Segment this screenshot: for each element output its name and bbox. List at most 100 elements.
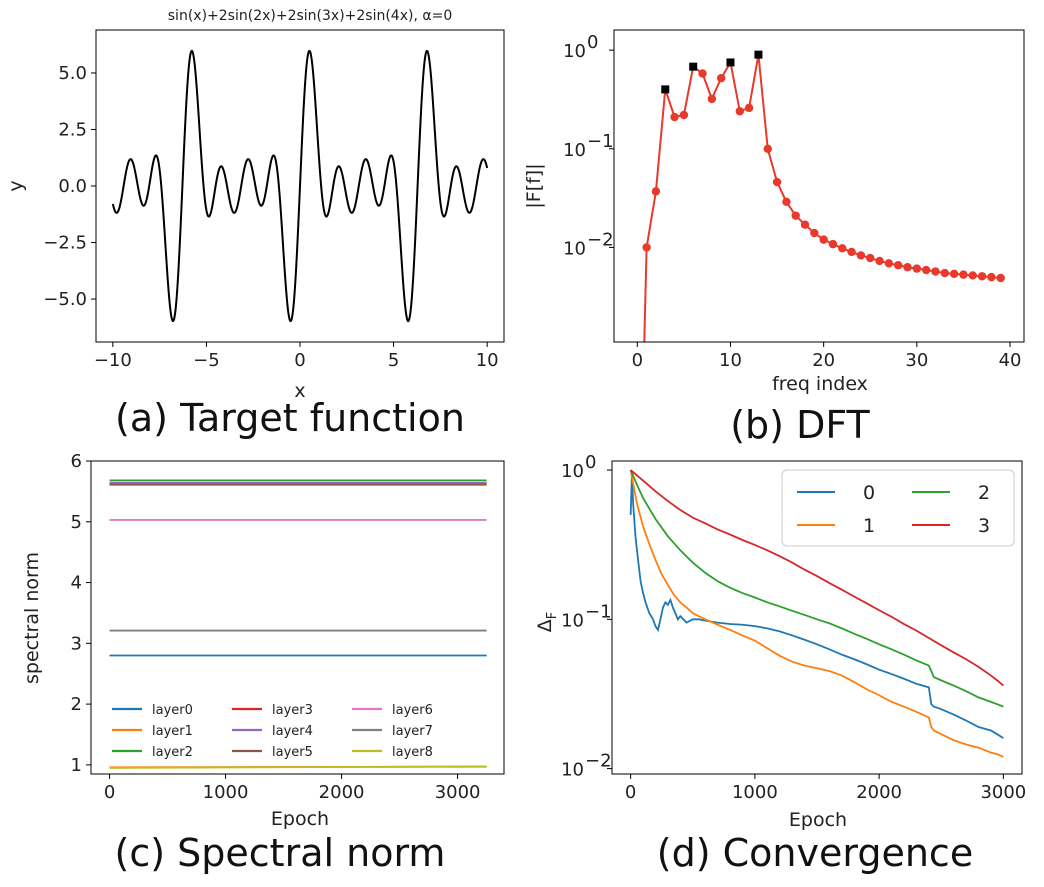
x-tick-label: 2000 bbox=[319, 782, 365, 803]
y-tick-label: 1 bbox=[71, 755, 82, 776]
panel-a-title: sin(x)+2sin(2x)+2sin(3x)+2sin(4x), α=0 bbox=[168, 8, 452, 24]
dft-point bbox=[716, 73, 726, 83]
dft-point bbox=[735, 107, 744, 116]
legend-label-layer3: layer3 bbox=[272, 703, 313, 718]
dft-point bbox=[828, 239, 838, 249]
legend-label-layer5: layer5 bbox=[272, 745, 313, 760]
panel-d-ylabel: ΔF bbox=[534, 612, 560, 632]
x-tick-label: −10 bbox=[94, 350, 132, 371]
y-tick-exponent: −1 bbox=[585, 601, 612, 622]
dft-point bbox=[987, 272, 996, 282]
y-tick-label: 3 bbox=[71, 633, 82, 654]
dft-point bbox=[931, 267, 940, 276]
y-tick-label: 0.0 bbox=[58, 176, 87, 197]
panel-b-frame bbox=[613, 29, 1025, 343]
panel-a-xlabel: x bbox=[294, 380, 305, 402]
convergence-line-3 bbox=[630, 469, 1004, 687]
dft-peak-marker bbox=[726, 58, 735, 67]
dft-point bbox=[698, 69, 707, 78]
dft-point bbox=[744, 103, 754, 113]
y-tick-label: 6 bbox=[71, 451, 82, 472]
y-tick-label: 5.0 bbox=[58, 63, 87, 84]
y-tick-label: 10 bbox=[561, 461, 584, 482]
dft-point bbox=[949, 269, 959, 279]
dft-point bbox=[642, 243, 651, 252]
convergence-line-0 bbox=[629, 476, 1004, 739]
panel-d-frame bbox=[611, 460, 1023, 775]
dft-point bbox=[921, 265, 931, 275]
dft-peak-marker bbox=[689, 62, 698, 71]
x-tick-label: 20 bbox=[812, 350, 835, 371]
legend-label-layer8: layer8 bbox=[392, 745, 433, 760]
x-tick-label: 3000 bbox=[435, 782, 481, 803]
x-tick-label: 40 bbox=[999, 350, 1022, 371]
x-tick-label: 0 bbox=[104, 782, 115, 803]
dft-point bbox=[782, 197, 791, 207]
panel-c-frame bbox=[90, 460, 505, 775]
y-tick-label: 10 bbox=[563, 41, 586, 62]
y-tick-label: −5.0 bbox=[43, 289, 87, 310]
x-tick-label: −5 bbox=[193, 350, 220, 371]
dft-point bbox=[856, 251, 866, 260]
legend-box bbox=[781, 469, 1015, 547]
convergence-line-1 bbox=[629, 469, 1004, 758]
panel-c-xlabel: Epoch bbox=[271, 808, 329, 830]
x-tick-label: 0 bbox=[625, 782, 636, 803]
panel-c-caption: (c) Spectral norm bbox=[115, 831, 446, 875]
dft-point bbox=[968, 271, 977, 280]
y-tick-exponent: 0 bbox=[585, 452, 596, 473]
panel-a-caption: (a) Target function bbox=[115, 396, 465, 440]
legend-label-layer4: layer4 bbox=[272, 724, 313, 739]
dft-point bbox=[791, 211, 800, 220]
y-tick-exponent: −1 bbox=[587, 131, 614, 152]
legend-label-2: 2 bbox=[978, 482, 990, 504]
dft-point bbox=[903, 263, 912, 272]
y-tick-label: 10 bbox=[561, 760, 584, 781]
y-tick-label: 10 bbox=[561, 610, 584, 631]
dft-point bbox=[819, 235, 828, 244]
x-tick-label: 1000 bbox=[732, 782, 778, 803]
dft-point bbox=[707, 94, 717, 104]
dft-peak-marker bbox=[754, 50, 763, 59]
dft-point bbox=[894, 261, 903, 270]
x-tick-label: 0 bbox=[294, 350, 305, 371]
y-tick-label: 2.5 bbox=[58, 119, 87, 140]
dft-point bbox=[996, 273, 1005, 283]
y-tick-label: 10 bbox=[563, 238, 586, 259]
y-tick-label: 2 bbox=[71, 694, 82, 715]
panel-d-ylabel-main: Δ bbox=[534, 619, 556, 632]
y-tick-label: 5 bbox=[71, 512, 82, 533]
y-tick-exponent: −2 bbox=[585, 751, 612, 772]
dft-point bbox=[912, 264, 922, 273]
legend-label-1: 1 bbox=[863, 515, 875, 537]
dft-point bbox=[940, 268, 949, 278]
x-tick-label: 2000 bbox=[856, 782, 902, 803]
x-tick-label: 0 bbox=[632, 350, 643, 371]
legend-label-layer0: layer0 bbox=[152, 703, 193, 718]
panel-d-ylabel-group: ΔF bbox=[534, 612, 560, 632]
panel-c-ylabel: spectral norm bbox=[21, 552, 43, 684]
dft-point bbox=[800, 220, 810, 229]
panel-a-ylabel: y bbox=[5, 180, 27, 191]
series-line-layer8 bbox=[109, 765, 487, 769]
dft-point bbox=[763, 144, 772, 153]
dft-point bbox=[838, 244, 847, 253]
panel-b-ylabel: |F[f]| bbox=[523, 163, 545, 208]
dft-point bbox=[866, 253, 875, 263]
legend-label-layer6: layer6 bbox=[392, 703, 433, 718]
x-tick-label: 10 bbox=[476, 350, 499, 371]
dft-peak-marker bbox=[661, 85, 670, 94]
dft-point bbox=[810, 228, 819, 238]
dft-point bbox=[875, 256, 884, 266]
y-tick-label: 4 bbox=[71, 573, 82, 594]
panel-c: 0 1000 2000 3000 1 2 3 4 5 6 layer0 layer1 layer2 la… bbox=[21, 451, 505, 875]
y-tick-exponent: −2 bbox=[587, 229, 614, 250]
x-tick-label: 3000 bbox=[980, 782, 1026, 803]
dft-point bbox=[959, 270, 968, 279]
legend-label-3: 3 bbox=[978, 515, 990, 537]
legend-label-0: 0 bbox=[863, 482, 875, 504]
y-tick-label: 10 bbox=[563, 140, 586, 161]
